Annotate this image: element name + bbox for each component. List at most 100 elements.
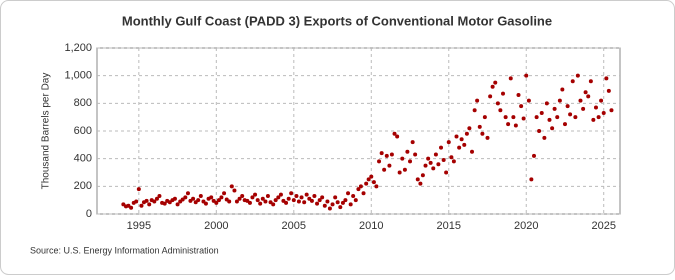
data-point [356, 187, 361, 192]
data-point [555, 115, 560, 120]
data-point [384, 153, 389, 158]
y-tick-label: 600 [74, 125, 92, 137]
data-point [144, 198, 149, 203]
data-point [516, 93, 521, 98]
data-point [348, 202, 353, 207]
data-point [320, 195, 325, 200]
data-point [232, 188, 237, 193]
data-point [573, 115, 578, 120]
data-point [477, 124, 482, 129]
data-point [593, 105, 598, 110]
data-point [542, 135, 547, 140]
data-point [325, 199, 330, 204]
data-point [175, 202, 180, 207]
data-point [389, 152, 394, 157]
data-point [340, 200, 345, 205]
data-point [410, 140, 415, 145]
data-point [203, 201, 208, 206]
data-point [508, 76, 513, 81]
data-point [562, 122, 567, 127]
data-point [371, 180, 376, 185]
data-point [436, 162, 441, 167]
data-point [209, 195, 214, 200]
data-point [258, 201, 263, 206]
data-point [503, 115, 508, 120]
data-point [240, 194, 245, 199]
data-point [519, 104, 524, 109]
y-tick-label: 800 [74, 97, 92, 109]
data-point [330, 202, 335, 207]
data-point [534, 115, 539, 120]
data-point [136, 187, 141, 192]
data-point [263, 199, 268, 204]
data-point [343, 198, 348, 203]
data-point [485, 135, 490, 140]
data-point [338, 205, 343, 210]
data-point [498, 108, 503, 113]
data-point [369, 174, 374, 179]
data-point [586, 94, 591, 99]
data-point [415, 177, 420, 182]
data-point [172, 196, 177, 201]
data-point [346, 191, 351, 196]
data-point [361, 191, 366, 196]
data-point [459, 137, 464, 142]
data-point [568, 112, 573, 117]
data-point [214, 200, 219, 205]
data-point [599, 98, 604, 103]
data-point [289, 191, 294, 196]
data-point [544, 101, 549, 106]
data-point [379, 151, 384, 156]
data-point [444, 170, 449, 175]
data-point [457, 145, 462, 150]
data-point [309, 198, 314, 203]
data-point [273, 198, 278, 203]
data-point [271, 202, 276, 207]
data-point [591, 117, 596, 122]
data-point [322, 203, 327, 208]
data-point [219, 195, 224, 200]
chart-title: Monthly Gulf Coast (PADD 3) Exports of C… [122, 13, 552, 28]
data-point [198, 194, 203, 199]
data-point [234, 199, 239, 204]
data-point [433, 152, 438, 157]
data-point [439, 145, 444, 150]
data-point [400, 156, 405, 161]
data-point [304, 192, 309, 197]
data-point [247, 200, 252, 205]
data-point [609, 108, 614, 113]
data-point [431, 166, 436, 171]
data-point [501, 91, 506, 96]
data-point [482, 115, 487, 120]
data-point [397, 170, 402, 175]
data-point [183, 195, 188, 200]
data-point [472, 108, 477, 113]
data-point [423, 163, 428, 168]
data-point [229, 184, 234, 189]
data-point [529, 177, 534, 182]
data-point [395, 134, 400, 139]
data-point [255, 198, 260, 203]
data-point [185, 191, 190, 196]
data-point [604, 76, 609, 81]
data-point [299, 195, 304, 200]
data-point [495, 101, 500, 106]
data-point [154, 196, 159, 201]
data-point [237, 196, 242, 201]
data-point [493, 80, 498, 85]
x-tick-label: 2020 [514, 220, 538, 232]
data-point [596, 115, 601, 120]
data-point [565, 104, 570, 109]
source-note: Source: U.S. Energy Information Administ… [30, 245, 219, 255]
data-point [475, 98, 480, 103]
data-point [405, 149, 410, 154]
data-point [588, 79, 593, 84]
data-point [449, 155, 454, 160]
data-point [196, 198, 201, 203]
data-point [467, 126, 472, 131]
x-tick-label: 1995 [127, 220, 151, 232]
data-point [513, 123, 518, 128]
data-point [382, 167, 387, 172]
data-point [451, 159, 456, 164]
data-point [426, 156, 431, 161]
